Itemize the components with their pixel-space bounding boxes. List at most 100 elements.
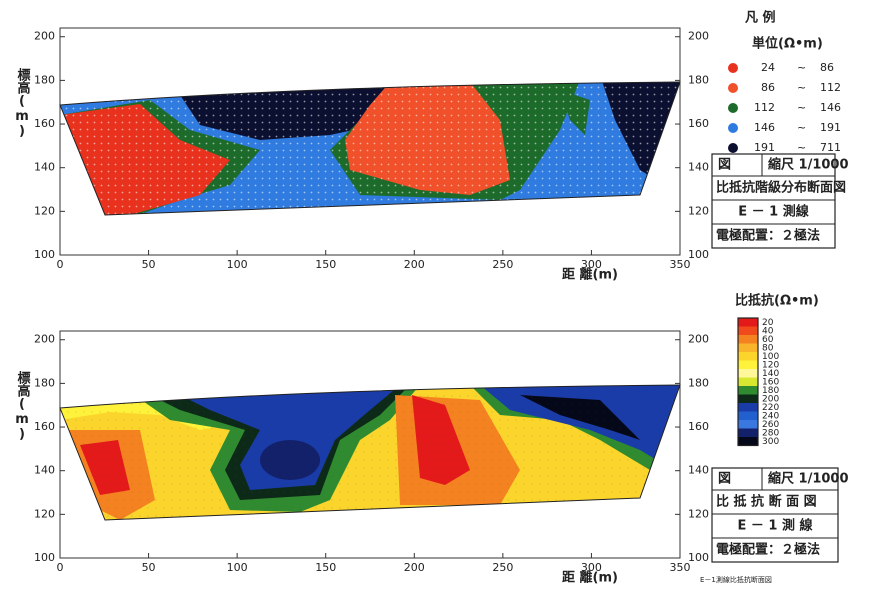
- colorbar-swatch: [738, 386, 758, 395]
- y-tick-label: 100: [34, 551, 55, 564]
- colorbar-swatch: [738, 360, 758, 369]
- colorbar-swatch: [738, 377, 758, 386]
- info-mark: 図: [718, 472, 731, 487]
- legend-low: 24: [761, 61, 775, 74]
- legend-separator: ~: [797, 141, 806, 154]
- legend-separator: ~: [797, 101, 806, 114]
- colorbar-title: 比抵抗(Ω•m): [735, 293, 819, 309]
- legend-swatch: [728, 63, 738, 73]
- x-tick-label: 0: [57, 258, 64, 271]
- info-method: 電極配置：２極法: [716, 228, 820, 244]
- colorbar-swatch: [738, 335, 758, 344]
- y-tick-label: 160: [34, 117, 55, 130]
- y-tick-label: 200: [34, 333, 55, 346]
- caption: E－1測線比抵抗断面図: [700, 575, 772, 584]
- x-tick-label: 200: [404, 561, 425, 574]
- colorbar-swatch: [738, 420, 758, 429]
- x-axis-label: 距 離(m): [562, 267, 618, 283]
- colorbar-frame: [737, 317, 759, 447]
- x-tick-label: 100: [227, 258, 248, 271]
- colorbar-label: 180: [762, 386, 779, 396]
- colorbar-label: 160: [762, 377, 779, 387]
- section-outline: [59, 81, 681, 216]
- legend-low: 112: [754, 101, 775, 114]
- colorbar-label: 80: [762, 343, 774, 353]
- info-method: 電極配置：２極法: [716, 542, 820, 558]
- colorbar-swatch: [738, 403, 758, 412]
- legend-title: 凡 例: [745, 10, 776, 26]
- y-tick-label: 160: [688, 420, 709, 433]
- x-tick-label: 350: [670, 561, 691, 574]
- y-axis-label: 標高(m): [15, 370, 31, 442]
- y-tick-label: 140: [688, 464, 709, 477]
- colorbar-swatch: [738, 343, 758, 352]
- colorbar-label: 260: [762, 420, 779, 430]
- legend-separator: ~: [797, 81, 806, 94]
- info-title: 比 抵 抗 断 面 図: [716, 494, 817, 510]
- x-tick-label: 300: [581, 258, 602, 271]
- colorbar-label: 120: [762, 360, 779, 370]
- colorbar-label: 60: [762, 335, 774, 345]
- legend-swatch: [728, 103, 738, 113]
- class-section: [60, 82, 680, 215]
- colorbar-label: 40: [762, 326, 774, 336]
- legend-swatch: [728, 143, 738, 153]
- colorbar-label: 300: [762, 437, 779, 447]
- info-box: [711, 467, 839, 563]
- y-tick-label: 140: [34, 464, 55, 477]
- legend-unit: 単位(Ω•m): [752, 36, 823, 52]
- legend-low: 86: [761, 81, 775, 94]
- colorbar-label: 100: [762, 352, 779, 362]
- info-scale: 縮尺 1/1000: [768, 471, 849, 487]
- y-tick-label: 100: [688, 248, 709, 261]
- section-outline: [59, 384, 681, 521]
- y-tick-label: 180: [688, 376, 709, 389]
- contour-section: [60, 385, 680, 520]
- x-tick-label: 150: [315, 258, 336, 271]
- y-tick-label: 120: [34, 204, 55, 217]
- legend-swatch: [728, 123, 738, 133]
- y-tick-label: 100: [34, 248, 55, 261]
- colorbar-swatch: [738, 411, 758, 420]
- x-tick-label: 0: [57, 561, 64, 574]
- x-tick-label: 50: [142, 258, 156, 271]
- legend-high: 146: [820, 101, 841, 114]
- legend-low: 191: [754, 141, 775, 154]
- info-line: E － 1 測線: [738, 204, 810, 220]
- colorbar-swatch: [738, 369, 758, 378]
- colorbar-label: 140: [762, 369, 779, 379]
- colorbar-label: 20: [762, 318, 774, 328]
- x-tick-label: 300: [581, 561, 602, 574]
- y-tick-label: 120: [688, 507, 709, 520]
- x-tick-label: 200: [404, 258, 425, 271]
- info-mark: 図: [718, 158, 731, 173]
- y-tick-label: 180: [34, 376, 55, 389]
- y-tick-label: 200: [688, 333, 709, 346]
- x-axis-label: 距 離(m): [562, 570, 618, 586]
- x-tick-label: 350: [670, 258, 691, 271]
- x-tick-label: 250: [492, 258, 513, 271]
- legend-swatch: [728, 83, 738, 93]
- colorbar-swatch: [738, 428, 758, 437]
- y-tick-label: 120: [688, 204, 709, 217]
- colorbar-swatch: [738, 318, 758, 327]
- colorbar-swatch: [738, 394, 758, 403]
- y-tick-label: 120: [34, 507, 55, 520]
- info-box: [711, 153, 836, 249]
- legend-high: 86: [820, 61, 834, 74]
- y-tick-label: 180: [688, 73, 709, 86]
- legend-high: 191: [820, 121, 841, 134]
- colorbar-swatch: [738, 326, 758, 335]
- y-axis-label: 標高(m): [15, 67, 31, 139]
- y-tick-label: 100: [688, 551, 709, 564]
- x-tick-label: 250: [492, 561, 513, 574]
- info-title: 比抵抗階級分布断面図: [716, 180, 846, 196]
- colorbar-label: 240: [762, 411, 779, 421]
- colorbar-label: 280: [762, 428, 779, 438]
- y-tick-label: 160: [34, 420, 55, 433]
- x-tick-label: 100: [227, 561, 248, 574]
- info-scale: 縮尺 1/1000: [768, 157, 849, 173]
- legend-separator: ~: [797, 121, 806, 134]
- colorbar-swatch: [738, 352, 758, 361]
